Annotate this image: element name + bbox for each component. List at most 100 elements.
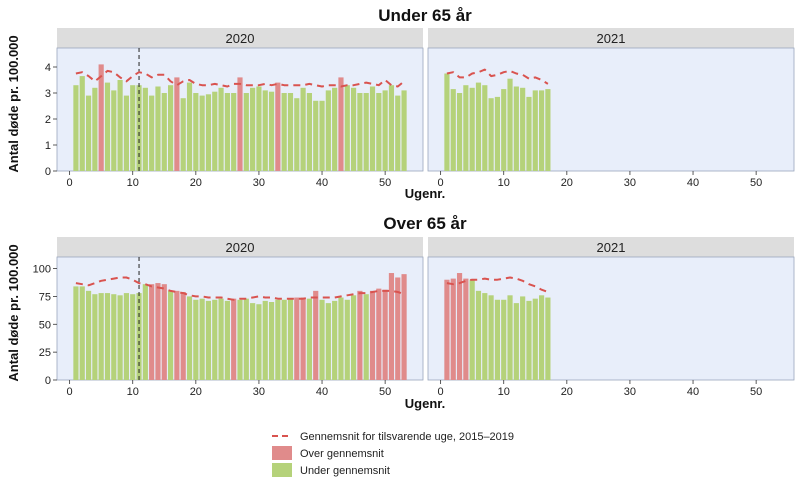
facet-strip-2021 [428,28,794,48]
y-tick-label: 4 [45,62,51,74]
bar-under-average [193,299,199,380]
y-axis-ticks: 0 25 50 75 100 [33,264,57,387]
bar-under-average [357,93,363,171]
bar-under-average [212,91,218,171]
bar-under-average [224,300,230,380]
bar-under-average [142,87,148,171]
bar-over-average [395,277,401,380]
x-tick-label: 20 [561,177,573,189]
bar-under-average [526,300,532,380]
bar-over-average [174,77,180,171]
bar-over-average [161,284,167,380]
bar-under-average [332,87,338,171]
legend-over-swatch [272,446,292,460]
bar-under-average [281,299,287,380]
bar-under-average [294,98,300,171]
bar-over-average [338,77,344,171]
x-tick-label: 10 [498,177,510,189]
bar-under-average [243,93,249,171]
bar-under-average [73,286,79,380]
bar-under-average [237,299,243,380]
average-line-2021 [446,68,549,85]
bar-under-average [142,284,148,380]
bar-under-average [73,85,79,171]
average-line-2020 [75,69,405,88]
y-tick-label: 0 [45,166,51,178]
bar-under-average [306,93,313,171]
x-axis-title: Ugenr. [405,396,445,411]
bar-over-average [149,284,155,380]
bar-under-average [231,93,237,171]
facet-label-2021: 2021 [597,240,626,255]
bar-under-average [520,87,526,171]
y-axis-title: Antal døde pr. 100.000 [6,244,21,381]
x-tick-label: 30 [624,386,636,398]
bar-under-average [92,294,98,380]
x-axis-ticks: 0 10 20 30 40 50 0 10 20 30 40 50 [67,171,762,189]
facet-strip-2020 [57,237,423,257]
bar-under-average [376,93,382,171]
bar-under-average [520,296,526,380]
x-tick-label: 50 [750,177,762,189]
bar-under-average [538,295,545,380]
bar-over-average [369,290,376,380]
bar-over-average [463,278,469,380]
facet-label-2020: 2020 [226,31,255,46]
bar-over-average [313,290,319,380]
y-axis-ticks: 0 1 2 3 4 [45,62,57,178]
y-tick-label: 50 [39,319,51,331]
bar-under-average [507,295,513,380]
bar-under-average [325,303,331,380]
y-tick-label: 75 [39,291,51,303]
bar-under-average [444,73,450,171]
bar-under-average [262,300,268,380]
bar-over-average [456,273,463,380]
x-tick-label: 10 [498,386,510,398]
x-tick-label: 0 [438,386,444,398]
bar-under-average [186,296,193,380]
bar-under-average [167,85,174,171]
bar-under-average [250,87,256,171]
bar-under-average [149,95,155,171]
x-tick-label: 0 [438,177,444,189]
bar-under-average [262,90,268,171]
x-tick-label: 40 [687,177,699,189]
bar-over-average [180,291,186,380]
bar-under-average [532,298,538,380]
chart-title-under-65: Under 65 år [378,6,472,25]
facet-strip-2021 [428,237,794,257]
bar-under-average [475,82,482,171]
bar-under-average [313,100,319,171]
bar-under-average [401,90,407,171]
bar-under-average [167,290,174,380]
bar-under-average [526,96,532,171]
bar-under-average [382,90,388,171]
bar-under-average [268,302,275,380]
bar-under-average [111,294,117,380]
bars-2021 [444,73,551,171]
x-tick-label: 30 [253,386,265,398]
bar-under-average [463,85,469,171]
legend-under-swatch [272,463,292,477]
bar-under-average [388,85,395,171]
bar-under-average [545,89,551,171]
bar-under-average [475,290,482,380]
bar-under-average [117,80,123,171]
legend-under-label: Under gennemsnit [300,465,390,477]
x-tick-label: 0 [67,177,73,189]
bar-under-average [180,98,186,171]
bar-under-average [130,294,136,380]
bar-under-average [482,85,488,171]
x-tick-label: 40 [316,177,328,189]
bar-under-average [256,304,262,380]
bar-under-average [123,293,130,380]
bar-over-average [275,82,281,171]
bar-under-average [501,89,507,171]
bars-2020 [73,273,407,380]
bar-under-average [79,286,85,380]
bar-under-average [507,78,513,171]
x-tick-label: 50 [379,386,391,398]
x-axis-ticks: 0 10 20 30 40 50 0 10 20 30 40 50 [67,380,762,398]
bar-under-average [344,299,350,380]
bar-under-average [287,298,294,380]
